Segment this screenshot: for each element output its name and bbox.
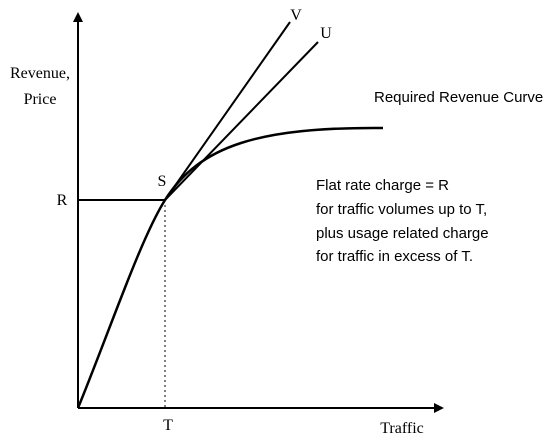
y-axis-label: Price: [24, 91, 57, 108]
curve-label: Required Revenue Curve: [374, 89, 543, 106]
y-axis-label: Revenue,: [10, 65, 70, 82]
revenue-curve: [76, 126, 384, 409]
point-label: T: [163, 417, 173, 434]
annotation-line: for traffic in excess of T.: [316, 248, 473, 265]
x-axis-label: Traffic: [380, 420, 424, 437]
point-label: R: [57, 192, 68, 209]
point-label: V: [290, 7, 302, 24]
annotation-line: plus usage related charge: [316, 225, 489, 242]
annotation-line: Flat rate charge = R: [316, 177, 449, 194]
annotation-line: for traffic volumes up to T,: [316, 201, 487, 218]
line-v: [164, 21, 291, 201]
point-label: U: [320, 25, 332, 42]
point-label: S: [158, 173, 167, 190]
line-u: [164, 41, 319, 201]
